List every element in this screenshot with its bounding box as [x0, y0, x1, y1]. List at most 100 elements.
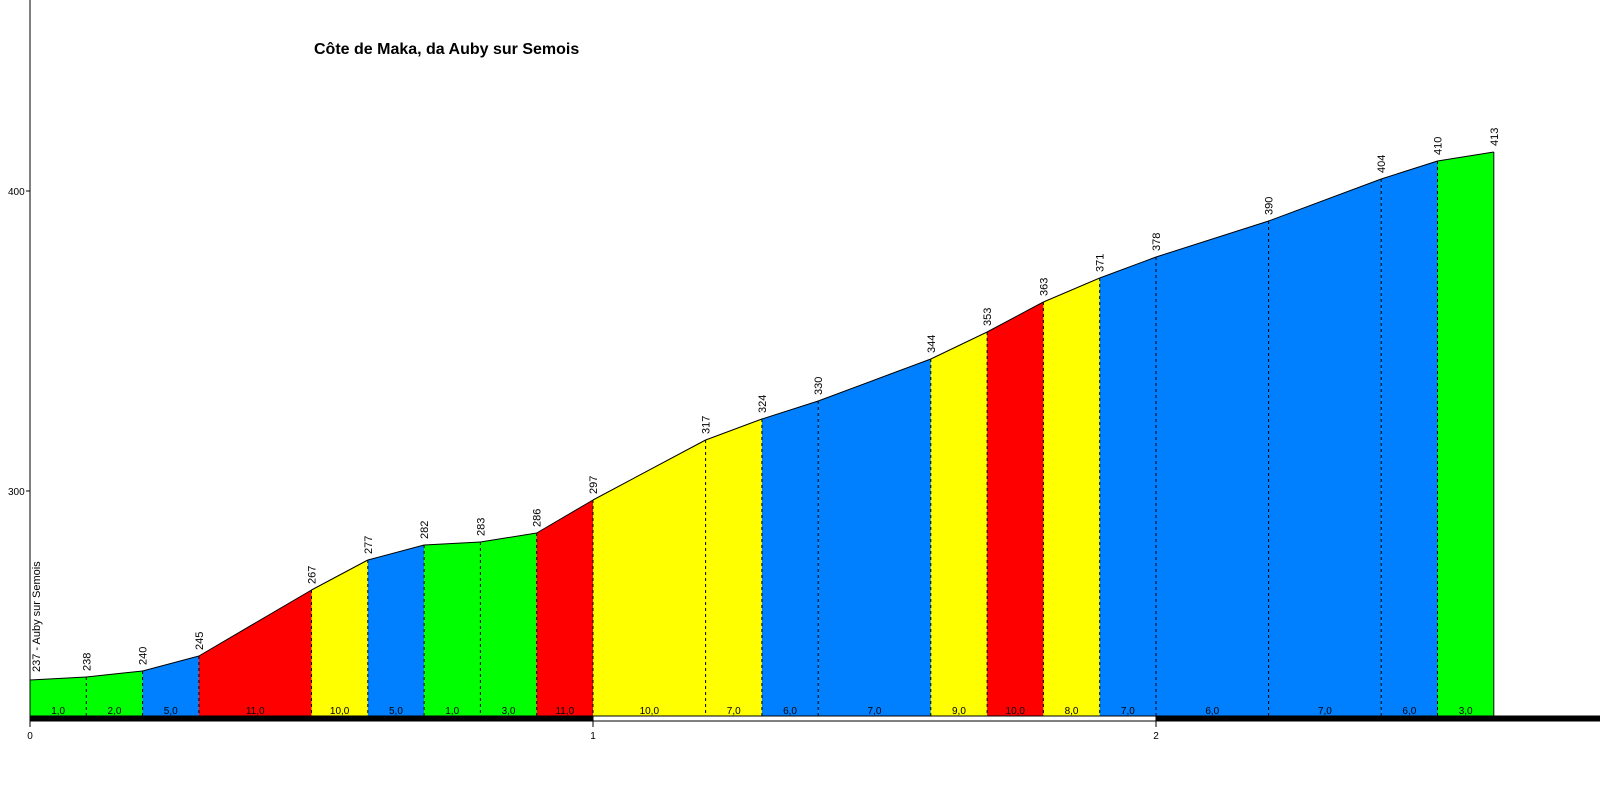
y-tick-label: 400 [8, 187, 25, 198]
elevation-label: 277 [363, 536, 375, 554]
chart-title: Côte de Maka, da Auby sur Semois [314, 41, 579, 58]
elevation-label: 245 [194, 632, 206, 650]
elevation-labels: 238 240 245 267 277 282 283 286 297 317 324 330 344 3… [81, 128, 1501, 671]
grade-label: 11,0 [246, 706, 265, 717]
grade-label: 7,0 [868, 706, 882, 717]
profile-segment [311, 560, 368, 718]
y-axis-ticks: 300 400 [8, 187, 30, 498]
profile-segment [30, 677, 87, 718]
profile-outline-segment [1155, 220, 1269, 258]
profile-segment [424, 542, 481, 718]
elevation-label: 324 [757, 395, 769, 413]
elevation-label: 240 [138, 647, 150, 665]
grade-label: 2,0 [107, 706, 121, 717]
elevation-label: 413 [1489, 128, 1501, 146]
grade-label: 7,0 [727, 706, 741, 717]
profile-segment [1437, 152, 1494, 718]
profile-outline-segment [761, 400, 819, 420]
profile-outline-segment [818, 358, 931, 402]
profile-outline-segment [1268, 178, 1382, 222]
profile-segment [930, 332, 988, 718]
grade-label: 10,0 [330, 706, 350, 717]
grade-label: 6,0 [783, 706, 797, 717]
profile-segment [86, 671, 143, 718]
grade-label: 1,0 [51, 706, 65, 717]
elevation-label: 404 [1376, 155, 1388, 173]
grade-label: 5,0 [164, 706, 178, 717]
profile-segment [1156, 221, 1269, 718]
grade-label: 3,0 [1459, 706, 1473, 717]
elevation-label: 283 [475, 518, 487, 536]
elevation-label: 238 [81, 653, 93, 671]
x-tick-label: 2 [1153, 731, 1159, 742]
grade-label: 7,0 [1318, 706, 1332, 717]
grade-label: 9,0 [952, 706, 966, 717]
profile-outline-segment [986, 301, 1044, 333]
profile-segment [536, 500, 593, 718]
profile-outline-segment [367, 544, 425, 561]
elevation-label: 363 [1038, 278, 1050, 296]
profile-outline-segment [1437, 151, 1494, 162]
elevation-label: 317 [701, 416, 713, 434]
km-bar [29, 715, 1600, 722]
grade-label: 6,0 [1205, 706, 1219, 717]
elevation-label: 378 [1151, 233, 1163, 251]
segment-dividers [29, 152, 1495, 718]
grade-label: 5,0 [389, 706, 403, 717]
grade-label: 7,0 [1121, 706, 1135, 717]
grade-label: 10,0 [1006, 706, 1026, 717]
profile-segment [1099, 257, 1156, 718]
elevation-label: 282 [419, 521, 431, 539]
profile-segment [142, 656, 199, 718]
elevation-label: 286 [532, 509, 544, 527]
grade-label: 11,0 [555, 706, 574, 717]
x-axis-ticks: 0 1 2 [27, 721, 1159, 742]
profile-outline-segment [1043, 277, 1100, 303]
grade-label: 6,0 [1402, 706, 1416, 717]
profile-outline-segment [311, 559, 369, 591]
profile-segment [1268, 179, 1382, 718]
profile-segment [987, 302, 1044, 718]
elevation-label: 344 [926, 335, 938, 353]
elevation-label: 410 [1433, 137, 1445, 155]
profile-outline-segment [930, 331, 988, 360]
profile-outline-segment [1099, 256, 1157, 279]
profile-outline-segment [29, 676, 87, 681]
profile-outline-segment [592, 439, 706, 501]
profile-outline-segment [198, 589, 312, 657]
elevation-label: 390 [1264, 197, 1276, 215]
profile-segment [593, 440, 706, 718]
profile-segment [818, 359, 931, 718]
profile-outline-segment [705, 418, 763, 441]
y-tick-label: 300 [8, 487, 25, 498]
grade-label: 8,0 [1065, 706, 1079, 717]
elevation-label: 353 [982, 308, 994, 326]
profile-outline-segment [86, 670, 143, 678]
km-bar-segment [1155, 715, 1600, 722]
profile-outline-segment [424, 541, 481, 546]
profile-segment [761, 401, 819, 718]
profile-outline-segment [142, 655, 200, 672]
profile-segment [480, 533, 537, 718]
grade-label: 1,0 [445, 706, 459, 717]
elevation-label: 297 [588, 476, 600, 494]
start-label: 237 - Auby sur Semois [31, 561, 43, 672]
profile-segment [367, 545, 425, 718]
x-tick-label: 0 [27, 731, 33, 742]
profile-outline-segment [536, 499, 594, 534]
profile-segment [1043, 278, 1100, 718]
x-tick-label: 1 [590, 731, 596, 742]
elevation-label: 330 [813, 377, 825, 395]
elevation-label: 267 [307, 566, 319, 584]
profile-outline-segment [480, 532, 537, 543]
grade-label: 10,0 [640, 706, 660, 717]
grade-label: 3,0 [502, 706, 516, 717]
profile-segment [198, 590, 312, 718]
elevation-label: 371 [1095, 254, 1107, 272]
profile-outline-segment [1381, 160, 1438, 180]
profile-segment [1381, 161, 1438, 718]
grade-labels: 1,0 2,0 5,0 11,0 10,0 5,0 1,0 3,0 11,0 10,0 7,0 6,0… [51, 706, 1473, 717]
profile-segments [29, 151, 1494, 718]
profile-segment [705, 419, 762, 718]
